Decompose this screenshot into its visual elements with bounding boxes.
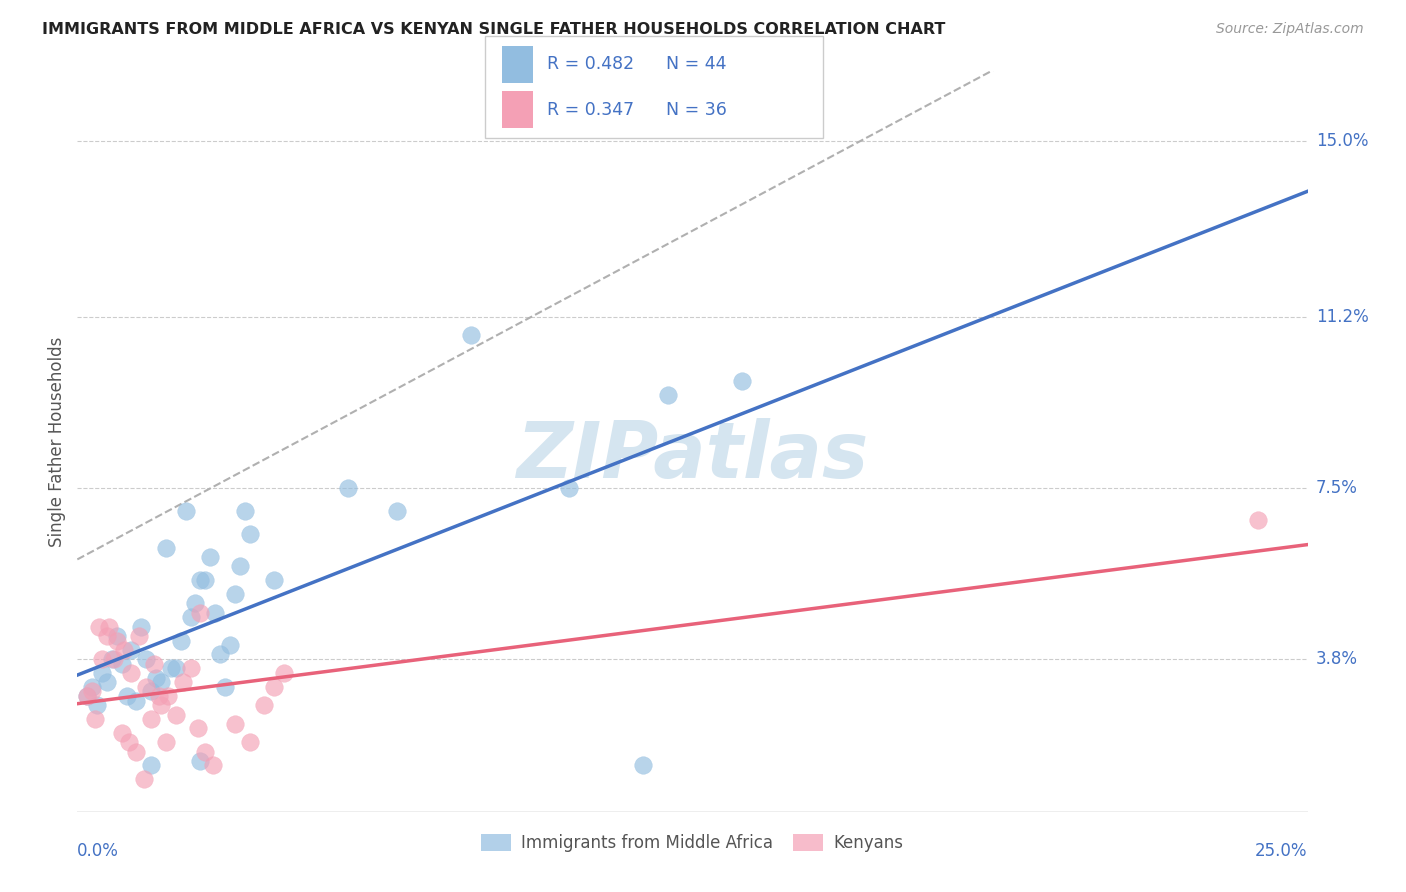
Point	[105, 629, 128, 643]
Point	[209, 648, 232, 662]
Point	[150, 698, 173, 713]
Point	[155, 735, 177, 749]
Point	[141, 712, 163, 726]
Point	[125, 745, 148, 759]
Point	[201, 758, 224, 772]
Point	[96, 675, 118, 690]
Point	[180, 610, 202, 624]
Point	[170, 633, 193, 648]
Point	[160, 661, 183, 675]
Point	[239, 527, 262, 541]
Point	[253, 698, 276, 713]
Point	[155, 541, 177, 555]
Point	[135, 652, 157, 666]
Legend: Immigrants from Middle Africa, Kenyans: Immigrants from Middle Africa, Kenyans	[475, 828, 910, 859]
Point	[219, 638, 242, 652]
Point	[263, 680, 285, 694]
Point	[115, 689, 138, 703]
Point	[98, 620, 121, 634]
Point	[188, 754, 212, 768]
Point	[111, 726, 132, 740]
Point	[96, 629, 118, 643]
Point	[224, 587, 246, 601]
Point	[90, 652, 114, 666]
Point	[145, 671, 167, 685]
Point	[125, 694, 148, 708]
Text: 7.5%: 7.5%	[1316, 479, 1358, 497]
Point	[165, 661, 187, 675]
Point	[150, 675, 173, 690]
Point	[239, 735, 262, 749]
Point	[233, 504, 256, 518]
Point	[263, 574, 285, 588]
Point	[204, 606, 226, 620]
Point	[157, 689, 180, 703]
Point	[135, 680, 157, 694]
Point	[228, 559, 252, 574]
Point	[105, 633, 128, 648]
Text: 0.0%: 0.0%	[77, 842, 120, 860]
Point	[76, 689, 98, 703]
Point	[187, 722, 209, 736]
Point	[148, 689, 170, 703]
Point	[558, 481, 581, 495]
Text: N = 36: N = 36	[666, 101, 727, 119]
Point	[111, 657, 132, 671]
Point	[657, 388, 679, 402]
Point	[188, 606, 212, 620]
Point	[194, 574, 217, 588]
Point	[174, 504, 197, 518]
Point	[82, 684, 104, 698]
Point	[214, 680, 236, 694]
Text: N = 44: N = 44	[666, 55, 727, 73]
Point	[128, 629, 150, 643]
Text: Source: ZipAtlas.com: Source: ZipAtlas.com	[1216, 22, 1364, 37]
Point	[90, 665, 114, 680]
Text: R = 0.482: R = 0.482	[547, 55, 634, 73]
Point	[184, 597, 207, 611]
Point	[112, 642, 135, 657]
Point	[118, 735, 141, 749]
Text: 15.0%: 15.0%	[1316, 132, 1368, 150]
Text: 25.0%: 25.0%	[1256, 842, 1308, 860]
Point	[1247, 513, 1270, 527]
Point	[121, 665, 143, 680]
Point	[129, 620, 153, 634]
Point	[76, 689, 98, 703]
Point	[101, 652, 124, 666]
Point	[460, 328, 482, 343]
Text: R = 0.347: R = 0.347	[547, 101, 634, 119]
Point	[89, 620, 111, 634]
Point	[121, 642, 143, 657]
Point	[633, 758, 655, 772]
Point	[86, 698, 108, 713]
Point	[224, 716, 246, 731]
Point	[385, 504, 409, 518]
Text: ZIPatlas: ZIPatlas	[516, 418, 869, 494]
Point	[141, 684, 163, 698]
Text: IMMIGRANTS FROM MIDDLE AFRICA VS KENYAN SINGLE FATHER HOUSEHOLDS CORRELATION CHA: IMMIGRANTS FROM MIDDLE AFRICA VS KENYAN …	[42, 22, 946, 37]
Point	[180, 661, 202, 675]
Point	[337, 481, 360, 495]
Text: 3.8%: 3.8%	[1316, 650, 1358, 668]
Point	[83, 712, 105, 726]
Point	[731, 375, 754, 389]
Point	[142, 657, 165, 671]
Point	[141, 758, 163, 772]
Point	[103, 652, 125, 666]
Point	[188, 574, 212, 588]
Point	[273, 665, 295, 680]
Point	[82, 680, 104, 694]
Text: 11.2%: 11.2%	[1316, 308, 1368, 326]
Point	[132, 772, 155, 787]
Y-axis label: Single Father Households: Single Father Households	[48, 336, 66, 547]
Point	[172, 675, 194, 690]
Point	[200, 550, 222, 565]
Point	[165, 707, 187, 722]
Point	[194, 745, 217, 759]
